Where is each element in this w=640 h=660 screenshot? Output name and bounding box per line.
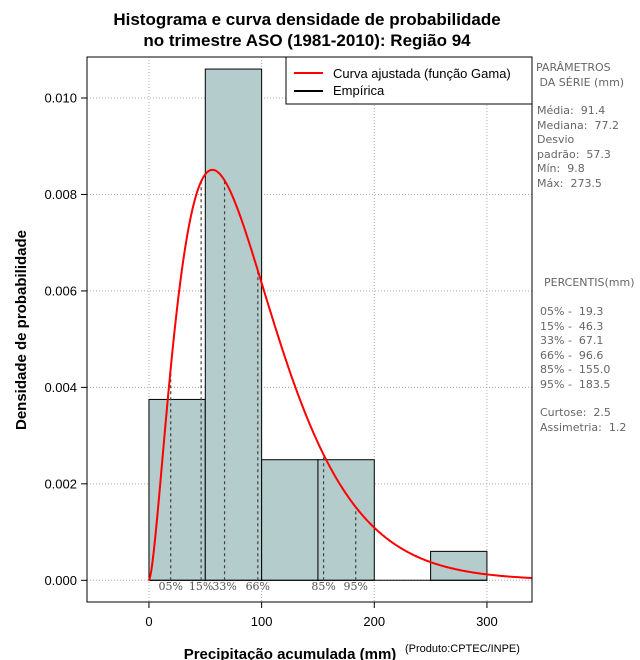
bar-3 [317,459,375,581]
x-axis-label: Precipitação acumulada (mm) [184,646,397,660]
chart-title-line-1: Histograma e curva densidade de probabil… [113,10,500,29]
percentis-title: PERCENTIS(mm) [544,276,635,289]
x-tick-label-3: 300 [476,614,498,629]
y-axis-label: Densidade de probabilidade [13,230,30,430]
y-tick-label-1: 0.002 [44,476,77,491]
percentile-label-4: 85% [311,580,335,593]
percentile-label-2: 33% [212,580,236,593]
y-axis: 0.000 0.002 0.004 0.006 0.008 0.010 [44,90,87,588]
percentile-label-0: 05% [158,580,182,593]
params-values: Média: 91.4 Mediana: 77.2 Desvio padrão:… [537,104,619,190]
percentile-label-1: 15% [189,580,213,593]
x-tick-label-0: 0 [145,614,152,629]
x-axis: 0 100 200 300 [145,602,498,629]
params-title: PARÂMETROS DA SÉRIE (mm) [536,61,625,89]
x-tick-label-2: 200 [363,614,385,629]
x-tick-label-1: 100 [251,614,273,629]
y-tick-label-3: 0.006 [44,283,77,298]
legend-box [285,56,533,105]
histogram-bars [148,68,488,581]
legend-label-curve: Curva ajustada (função Gama) [333,66,511,81]
legend-label-empirica: Empírica [333,83,385,98]
gamma-curve [148,168,533,581]
percentile-label-5: 95% [343,580,367,593]
legend: Curva ajustada (função Gama) Empírica [285,56,533,105]
percentile-labels: 05% 15%33% 66% 85% 95% [158,580,367,593]
y-tick-label-4: 0.008 [44,187,77,202]
bar-2 [261,459,319,581]
chart-title-line-2: no trimestre ASO (1981-2010): Região 94 [143,31,471,50]
bar-1 [204,68,263,581]
percentile-label-3: 66% [246,580,270,593]
percentis-values: 05% - 19.3 15% - 46.3 33% - 67.1 66% - 9… [540,305,611,391]
bar-0 [148,398,206,581]
y-tick-label-5: 0.010 [44,90,77,105]
credit-label: (Produto:CPTEC/INPE) [405,643,520,655]
percentile-lines [170,180,357,581]
y-tick-label-2: 0.004 [44,380,77,395]
shape-stats: Curtose: 2.5 Assimetria: 1.2 [540,406,627,434]
chart-title: Histograma e curva densidade de probabil… [113,10,500,50]
y-tick-label-0: 0.000 [44,573,77,588]
